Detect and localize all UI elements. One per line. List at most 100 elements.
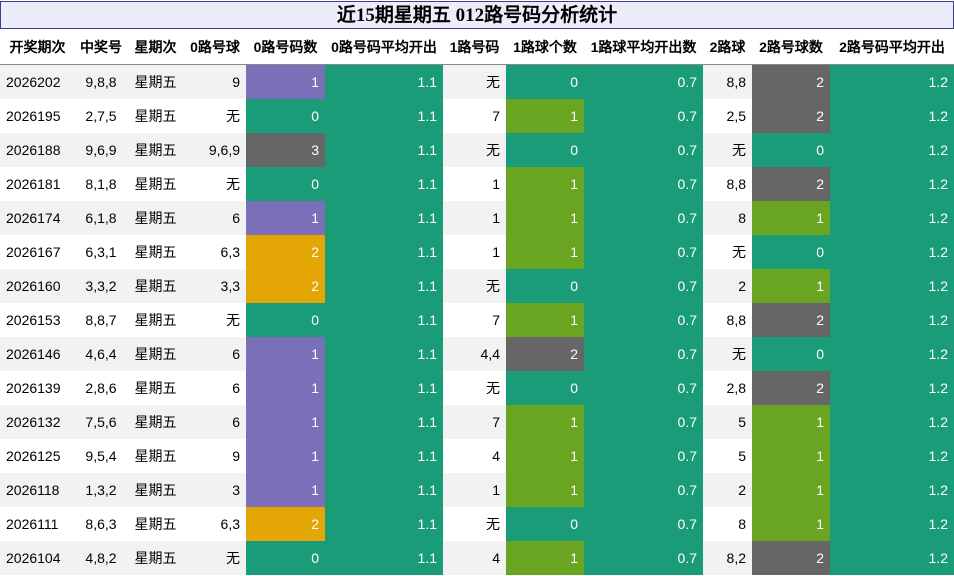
cell-route0-average: 1.1 (325, 268, 443, 303)
cell-route2-balls: 8,8 (703, 302, 752, 337)
cell-route0-count: 1 (246, 370, 325, 405)
cell-weekday: 星期五 (127, 370, 184, 405)
cell-route1-average: 0.7 (584, 404, 703, 439)
table-row[interactable]: 2026202 9,8,8 星期五 9 1 1.1 无 0 0.7 8,8 2 1.2 (0, 64, 954, 99)
table-row[interactable]: 2026111 8,6,3 星期五 6,3 2 1.1 无 0 0.7 8 1 1.2 (0, 506, 954, 541)
cell-route2-balls: 8,2 (703, 540, 752, 575)
cell-route0-average: 1.1 (325, 166, 443, 201)
cell-route0-balls: 9 (184, 64, 246, 99)
cell-route2-count: 1 (752, 200, 830, 235)
sheet-title: 近15期星期五 012路号码分析统计 (0, 1, 954, 29)
cell-weekday: 星期五 (127, 438, 184, 473)
cell-winning-numbers: 9,8,8 (75, 64, 127, 99)
cell-weekday: 星期五 (127, 132, 184, 167)
cell-winning-numbers: 3,3,2 (75, 268, 127, 303)
table-row[interactable]: 2026153 8,8,7 星期五无 0 1.1 7 1 0.7 8,8 2 1.2 (0, 302, 954, 337)
table-row[interactable]: 2026160 3,3,2 星期五 3,3 2 1.1 无 0 0.7 2 1 1.2 (0, 268, 954, 303)
cell-route2-balls: 8 (703, 200, 752, 235)
cell-route0-count: 0 (246, 98, 325, 133)
cell-weekday: 星期五 (127, 540, 184, 575)
header-route1-count[interactable]: 1路球个数 (506, 30, 584, 65)
cell-route2-count: 2 (752, 64, 830, 99)
table-row[interactable]: 2026167 6,3,1 星期五 6,3 2 1.1 1 1 0.7 无 0 1.2 (0, 234, 954, 269)
cell-issue: 2026188 (0, 132, 75, 167)
cell-route2-balls: 2,5 (703, 98, 752, 133)
cell-route0-balls: 6 (184, 200, 246, 235)
table-row[interactable]: 2026118 1,3,2 星期五 3 1 1.1 1 1 0.7 2 1 1.2 (0, 472, 954, 507)
cell-route1-count: 1 (506, 302, 584, 337)
header-route2-count[interactable]: 2路号球数 (752, 30, 830, 65)
cell-route2-count: 1 (752, 506, 830, 541)
cell-route0-balls: 6,3 (184, 234, 246, 269)
table-row[interactable]: 2026181 8,1,8 星期五无 0 1.1 1 1 0.7 8,8 2 1.2 (0, 166, 954, 201)
cell-weekday: 星期五 (127, 336, 184, 371)
header-weekday[interactable]: 星期次 (127, 30, 184, 65)
cell-route2-count: 2 (752, 370, 830, 405)
cell-weekday: 星期五 (127, 472, 184, 507)
table-row[interactable]: 2026104 4,8,2 星期五无 0 1.1 4 1 0.7 8,2 2 1.2 (0, 540, 954, 575)
cell-issue: 2026160 (0, 268, 75, 303)
cell-weekday: 星期五 (127, 64, 184, 99)
table-row[interactable]: 2026188 9,6,9 星期五 9,6,9 3 1.1 无 0 0.7 无 0 1.2 (0, 132, 954, 167)
table-row[interactable]: 2026195 2,7,5 星期五无 0 1.1 7 1 0.7 2,5 2 1.2 (0, 98, 954, 133)
cell-route1-average: 0.7 (584, 540, 703, 575)
stats-table: 开奖期次 中奖号 星期次 0路号球 0路号码数 0路号码平均开出 1路号码 1路… (0, 30, 954, 575)
header-issue[interactable]: 开奖期次 (0, 30, 75, 65)
cell-winning-numbers: 8,8,7 (75, 302, 127, 337)
cell-route2-count: 1 (752, 404, 830, 439)
cell-route0-average: 1.1 (325, 370, 443, 405)
cell-route0-balls: 6 (184, 404, 246, 439)
cell-route1-count: 1 (506, 540, 584, 575)
cell-route2-balls: 2 (703, 472, 752, 507)
header-route0-average[interactable]: 0路号码平均开出 (325, 30, 443, 65)
cell-winning-numbers: 9,5,4 (75, 438, 127, 473)
cell-route1-average: 0.7 (584, 302, 703, 337)
cell-route2-count: 2 (752, 540, 830, 575)
cell-route2-average: 1.2 (830, 234, 954, 269)
cell-route1-average: 0.7 (584, 200, 703, 235)
table-row[interactable]: 2026174 6,1,8 星期五 6 1 1.1 1 1 0.7 8 1 1.2 (0, 200, 954, 235)
cell-weekday: 星期五 (127, 166, 184, 201)
header-route0-balls[interactable]: 0路号球 (184, 30, 246, 65)
header-route2-balls[interactable]: 2路球 (703, 30, 752, 65)
table-row[interactable]: 2026132 7,5,6 星期五 6 1 1.1 7 1 0.7 5 1 1.2 (0, 404, 954, 439)
cell-route2-count: 0 (752, 132, 830, 167)
header-route1-balls[interactable]: 1路号码 (443, 30, 506, 65)
cell-route0-balls: 6 (184, 370, 246, 405)
cell-route2-balls: 8 (703, 506, 752, 541)
cell-route1-balls: 7 (443, 404, 506, 439)
cell-issue: 2026111 (0, 506, 75, 541)
cell-route2-count: 2 (752, 302, 830, 337)
header-route0-count[interactable]: 0路号码数 (246, 30, 325, 65)
cell-winning-numbers: 4,6,4 (75, 336, 127, 371)
cell-issue: 2026153 (0, 302, 75, 337)
cell-winning-numbers: 8,1,8 (75, 166, 127, 201)
cell-route1-balls: 4 (443, 438, 506, 473)
cell-route0-balls: 3,3 (184, 268, 246, 303)
header-route1-average[interactable]: 1路球平均开出数 (584, 30, 703, 65)
cell-winning-numbers: 6,1,8 (75, 200, 127, 235)
table-body: 2026202 9,8,8 星期五 9 1 1.1 无 0 0.7 8,8 2 1.2 2026195 2… (0, 64, 954, 575)
cell-route0-average: 1.1 (325, 438, 443, 473)
cell-route2-balls: 2,8 (703, 370, 752, 405)
cell-route2-average: 1.2 (830, 268, 954, 303)
cell-route1-count: 0 (506, 370, 584, 405)
cell-route1-balls: 4,4 (443, 336, 506, 371)
table-row[interactable]: 2026139 2,8,6 星期五 6 1 1.1 无 0 0.7 2,8 2 1.2 (0, 370, 954, 405)
cell-route0-count: 0 (246, 302, 325, 337)
cell-route2-average: 1.2 (830, 302, 954, 337)
cell-winning-numbers: 2,7,5 (75, 98, 127, 133)
cell-route2-average: 1.2 (830, 166, 954, 201)
header-route2-average[interactable]: 2路号码平均开出 (830, 30, 954, 65)
cell-route0-count: 2 (246, 506, 325, 541)
cell-route1-balls: 无 (443, 64, 506, 99)
cell-route1-average: 0.7 (584, 166, 703, 201)
header-winning-numbers[interactable]: 中奖号 (75, 30, 127, 65)
table-row[interactable]: 2026146 4,6,4 星期五 6 1 1.1 4,4 2 0.7 无 0 1.2 (0, 336, 954, 371)
cell-winning-numbers: 9,6,9 (75, 132, 127, 167)
cell-route1-count: 2 (506, 336, 584, 371)
cell-issue: 2026195 (0, 98, 75, 133)
cell-route2-balls: 2 (703, 268, 752, 303)
table-row[interactable]: 2026125 9,5,4 星期五 9 1 1.1 4 1 0.7 5 1 1.2 (0, 438, 954, 473)
